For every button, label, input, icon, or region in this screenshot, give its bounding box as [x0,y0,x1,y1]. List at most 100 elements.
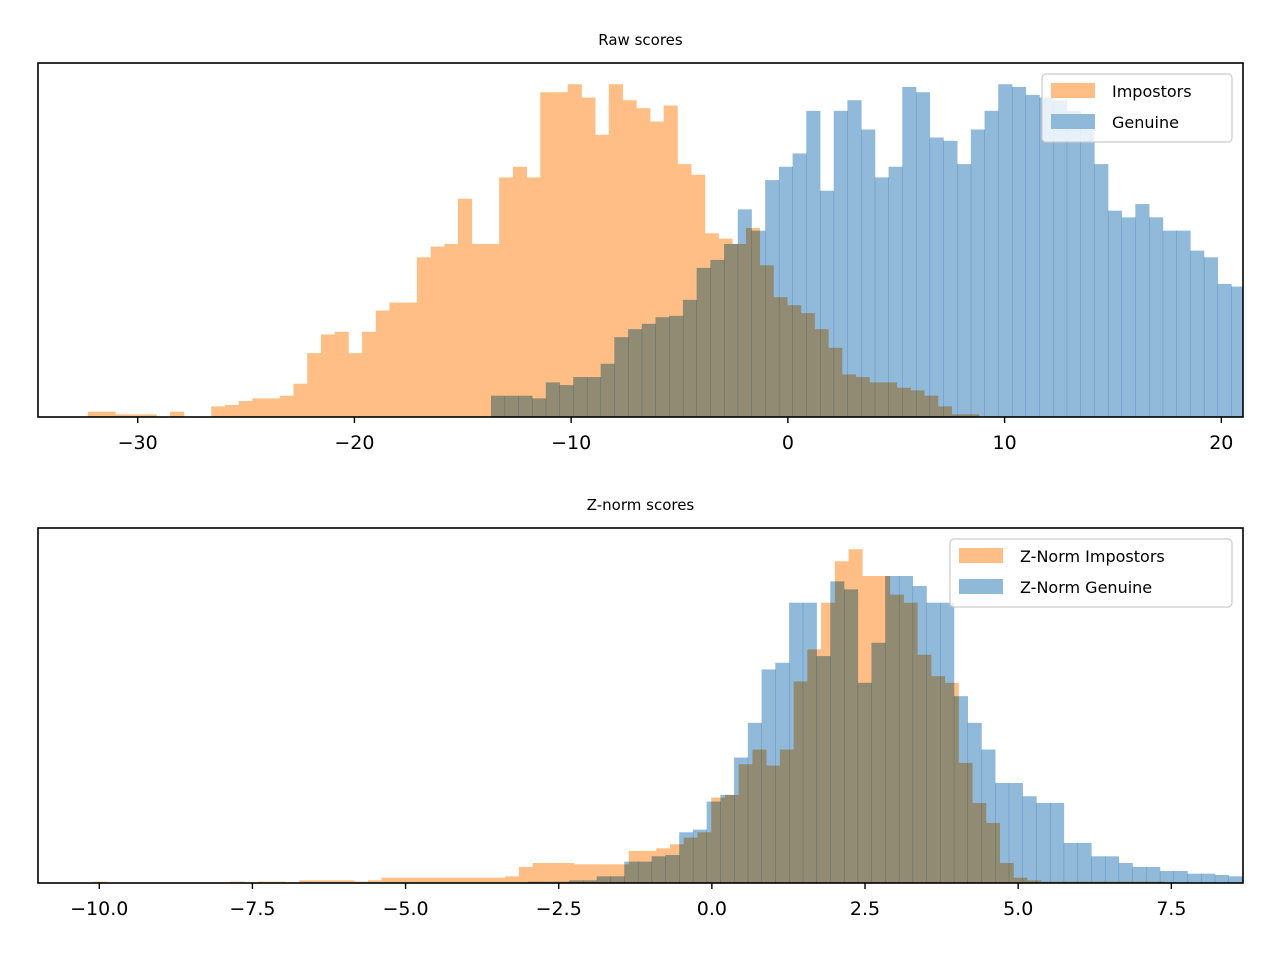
histogram-bar [526,177,541,417]
histogram-bars [93,549,1270,883]
histogram-bar [641,323,656,417]
histogram-bar [499,177,514,417]
histogram-bar [224,405,240,417]
histogram-bar [463,877,479,883]
histogram-bar [1008,782,1023,883]
histogram-bar [820,190,835,417]
histogram-bar [293,383,308,417]
histogram-bar [115,414,130,417]
legend-swatch [959,548,1003,563]
histogram-bar [367,880,382,883]
histogram-bar [1245,297,1259,417]
histogram-bar [1259,324,1273,417]
histogram-bar [142,414,157,417]
histogram-bar [450,877,465,883]
legend-label: Z-Norm Genuine [1020,578,1152,597]
histogram-bar [970,129,985,417]
histogram-bar [1063,842,1078,883]
histogram-bar [833,110,848,417]
legend-label: Impostors [1112,82,1192,101]
legend-label: Genuine [1112,113,1179,132]
histogram-bar [1256,878,1270,883]
histogram-bar [1080,124,1095,417]
histogram-bar [1146,866,1161,883]
histogram-bar [546,862,561,883]
histogram-bar [1066,110,1081,417]
histogram-bar [1039,97,1054,417]
histogram-bar [628,329,643,417]
histogram-bar [651,856,666,883]
histogram-bar [409,877,424,883]
histogram-bar [1149,217,1164,417]
legend-swatch [1051,83,1095,98]
histogram-bar [1190,250,1205,417]
histogram-bar [665,854,680,883]
x-tick-label: −2.5 [536,898,582,920]
histogram-bar [567,84,582,417]
histogram-bar [902,86,917,417]
histogram-bar [1053,100,1068,417]
histogram-bar [553,92,569,417]
histogram-bar [1025,94,1040,417]
histogram-bar [87,411,102,417]
histogram-bars [87,84,1273,417]
histogram-bar [778,166,793,417]
histogram-bar [596,876,611,883]
znorm-scores-panel: Z-norm scores −10.0 −7.5 −5.0 −2.5 0.0 2.5 5.0 7… [37,496,1270,920]
histogram-bar [485,243,500,417]
histogram-bar [984,110,999,417]
histogram-bar [995,782,1010,883]
histogram-bar [967,722,982,883]
histogram-bar [669,315,684,417]
histogram-bar [416,257,432,417]
histogram-bar [252,398,267,417]
histogram-bar [307,353,322,417]
histogram-bar [898,575,914,883]
histogram-bar [1231,286,1243,417]
legend-swatch [959,579,1003,594]
histogram-bar [843,589,859,883]
legend: Z-Norm Impostors Z-Norm Genuine [949,538,1233,608]
chart-title: Z-norm scores [587,496,695,514]
histogram-bar [458,198,473,417]
histogram-bar [559,385,574,417]
histogram-bar [608,84,623,417]
legend-swatch [1051,114,1095,129]
x-tick-label: −20 [334,432,374,454]
histogram-bar [505,876,520,883]
histogram-bar [816,656,831,883]
histogram-bar [1217,283,1232,417]
legend: Impostors Genuine [1041,73,1233,143]
x-tick-label: −10.0 [70,898,128,920]
legend-box [949,538,1233,608]
histogram-bar [871,642,886,883]
histogram-bar [569,880,584,883]
histogram-bar [1159,870,1175,883]
histogram-bar [266,398,281,417]
histogram-bar [299,880,314,883]
histogram-bar [1187,873,1202,883]
axes-frame [37,62,1244,418]
histogram-bar [581,97,596,417]
histogram-bar [1094,164,1109,417]
histogram-bar [734,757,749,883]
histogram-bar [320,334,336,417]
histogram-bar [724,243,739,417]
x-tick-label: 20 [1209,432,1233,454]
histogram-bar [943,140,958,417]
histogram-bar [957,164,972,417]
histogram-bar [857,682,872,883]
histogram-bar [915,92,931,417]
histogram-bar [334,331,349,417]
histogram-bar [1050,802,1065,883]
histogram-bar [518,395,533,417]
histogram-bar [389,302,404,417]
histogram-bar [792,153,807,417]
raw-scores-panel: Raw scores −30 −20 −10 0 10 20 Impostors Genuine [37,31,1273,454]
histogram-bar [998,84,1013,417]
histogram-bar [532,398,547,417]
histogram-bar [940,602,955,883]
histogram-bar [874,177,889,417]
histogram-bar [761,669,776,883]
